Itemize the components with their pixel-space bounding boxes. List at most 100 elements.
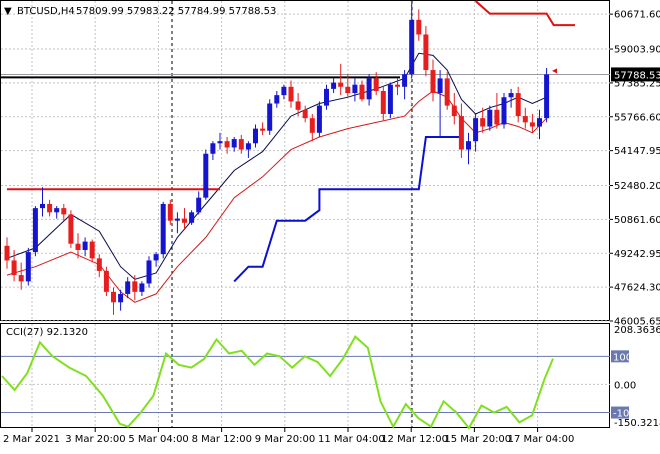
x-tick-label: 2 Mar 2021: [3, 434, 60, 445]
candle-body: [118, 293, 124, 303]
cci-level-badge: [611, 350, 629, 363]
cci-line: [1, 335, 554, 430]
indicator-layer: ◂: [1, 0, 610, 303]
y-tick-label: 55766.60: [614, 112, 660, 123]
chart-symbol: BTCUSD,H4: [17, 6, 75, 17]
cci-label: CCI(27) 92.1320: [6, 327, 88, 338]
candle-body: [89, 241, 95, 259]
candle-body: [260, 128, 266, 131]
candle-body: [316, 105, 322, 133]
y-tick-label: 60671.60: [614, 10, 660, 21]
candle-body: [132, 281, 138, 292]
x-tick-label: 12 Mar 12:00: [381, 434, 448, 445]
candle-body: [68, 214, 74, 244]
x-tick-label: 17 Mar 04:00: [508, 434, 575, 445]
y-tick-label: 57385.25: [614, 78, 660, 89]
candle-body: [196, 197, 202, 213]
candle-body: [416, 19, 422, 35]
candle-body: [189, 212, 195, 223]
candle-body: [515, 93, 521, 117]
candle-body: [25, 252, 31, 282]
candle-body: [267, 103, 273, 131]
cci-level-badge: [611, 406, 629, 419]
candle-body: [537, 118, 542, 127]
fast-ma-line: [6, 52, 547, 280]
candle-body: [487, 109, 493, 127]
x-tick-label: 3 Mar 20:00: [65, 434, 125, 445]
x-tick-label: 11 Mar 04:00: [318, 434, 385, 445]
candle-layer[interactable]: [4, 3, 550, 315]
x-tick-label: 9 Mar 20:00: [255, 434, 315, 445]
candle-body: [32, 208, 38, 253]
candle-body: [231, 139, 237, 148]
candle-body: [387, 84, 393, 114]
candle-body: [366, 78, 372, 100]
candle-body: [352, 84, 358, 94]
candle-body: [245, 143, 251, 150]
candle-body: [54, 208, 60, 213]
candle-body: [11, 260, 17, 276]
candle-body: [111, 291, 116, 303]
candle-body: [139, 283, 145, 292]
candle-body: [217, 141, 223, 144]
y-tick-label: 59003.90: [614, 45, 660, 56]
candle-body: [47, 203, 53, 213]
candle-body: [61, 208, 67, 215]
candle-body: [466, 141, 471, 150]
ohlc-readout: 57809.99 57983.22 57784.99 57788.53: [76, 6, 276, 17]
candle-body: [380, 90, 386, 114]
upper-stop-line: [474, 0, 575, 27]
candle-body: [75, 243, 81, 250]
candle-body: [146, 260, 152, 284]
candle-body: [508, 93, 514, 98]
candle-body: [458, 116, 464, 150]
candle-body: [4, 245, 10, 261]
last-tick-arrow: ◂: [552, 65, 557, 76]
candle-body: [274, 95, 280, 104]
cci-tick-label: 0.00: [614, 380, 636, 391]
candle-body: [309, 118, 315, 133]
cci-tick-label: -100: [613, 409, 636, 420]
candle-body: [153, 254, 159, 261]
candle-body: [253, 128, 258, 144]
x-tick-label: 5 Mar 04:00: [128, 434, 188, 445]
candle-body: [203, 153, 209, 198]
candle-body: [359, 84, 365, 100]
y-tick-label: 52480.20: [614, 181, 660, 192]
candle-body: [473, 118, 479, 142]
candle-body: [522, 116, 528, 123]
cci-tick-label: 100: [613, 352, 632, 363]
candle-body: [160, 203, 166, 255]
candle-body: [210, 143, 216, 154]
price-badge-text: 57788.53: [614, 70, 660, 81]
candle-body: [295, 101, 301, 110]
y-tick-label: 50861.60: [614, 215, 660, 226]
candle-body: [402, 74, 408, 87]
cci-tick-label: 208.3636: [614, 325, 660, 336]
candle-body: [238, 139, 244, 150]
candle-body: [338, 82, 344, 87]
y-tick-label: 46005.65: [614, 317, 660, 328]
candle-body: [182, 218, 187, 223]
candle-body: [345, 86, 351, 94]
candle-body: [423, 34, 429, 71]
grid-layer: [1, 1, 610, 428]
candle-body: [430, 70, 436, 94]
candle-body: [409, 19, 415, 75]
candle-body: [103, 270, 109, 292]
candle-body: [174, 218, 180, 221]
candle-body: [494, 109, 500, 125]
candle-body: [288, 86, 294, 102]
candle-body: [395, 84, 400, 87]
cci-layer: [1, 335, 610, 430]
candle-body: [437, 78, 443, 94]
x-tick-label: 15 Mar 20:00: [444, 434, 511, 445]
slow-ma-line: [6, 90, 547, 303]
candle-body: [324, 88, 329, 106]
candle-body: [167, 203, 173, 221]
lower-stop-line: [233, 136, 462, 283]
y-tick-label: 49242.95: [614, 249, 660, 260]
price-badge: [611, 67, 660, 82]
